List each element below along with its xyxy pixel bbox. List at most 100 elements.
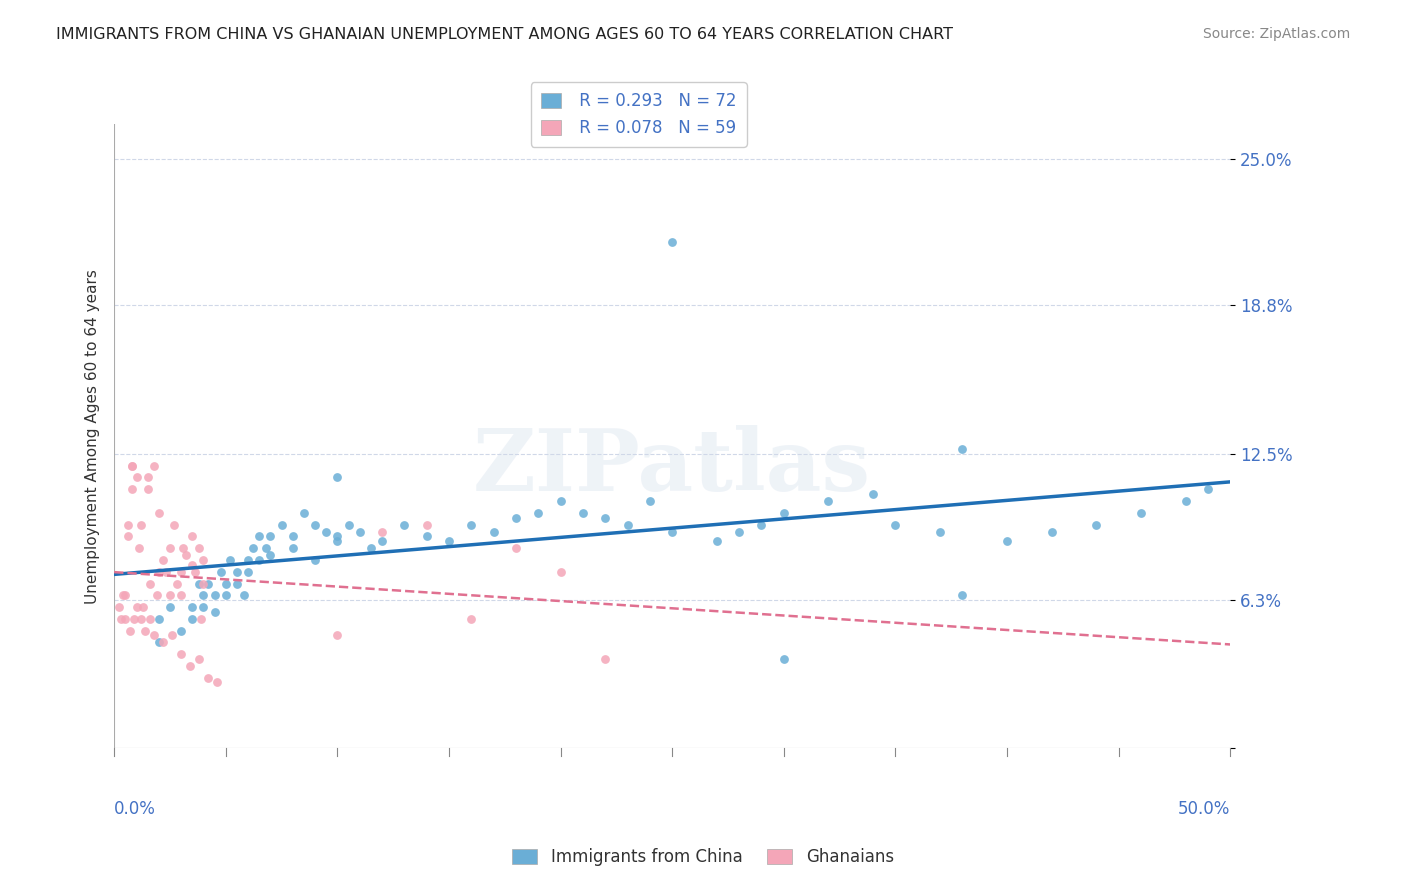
Point (143, 628, 166, 642)
Point (193, 600, 215, 615)
Point (304, 553, 326, 567)
Point (270, 517, 292, 532)
Point (170, 565, 193, 579)
Point (415, 529, 437, 543)
Point (132, 600, 155, 615)
Point (281, 541, 304, 556)
Point (107, 600, 129, 615)
Point (550, 565, 572, 579)
Point (1129, 506, 1152, 520)
Point (152, 635, 174, 649)
Point (550, 494, 572, 508)
Text: 0.0%: 0.0% (114, 800, 156, 818)
Point (110, 612, 132, 626)
Text: 50.0%: 50.0% (1178, 800, 1230, 818)
Point (188, 652, 211, 666)
Point (415, 517, 437, 532)
Point (188, 576, 211, 591)
Point (209, 565, 232, 579)
Point (121, 458, 143, 473)
Point (197, 576, 219, 591)
Point (247, 553, 270, 567)
Point (371, 524, 394, 539)
Point (326, 529, 349, 543)
Point (193, 576, 215, 591)
Point (1085, 517, 1108, 532)
Point (172, 541, 194, 556)
Point (315, 524, 337, 539)
Point (170, 624, 193, 638)
Point (661, 235, 683, 249)
Point (152, 553, 174, 567)
Point (259, 529, 281, 543)
Point (482, 524, 505, 539)
Point (155, 565, 177, 579)
Point (236, 553, 259, 567)
Point (281, 529, 304, 543)
Point (360, 541, 382, 556)
Text: ZIPatlas: ZIPatlas (474, 425, 872, 509)
Point (139, 612, 162, 626)
Point (170, 647, 193, 661)
Point (181, 612, 204, 626)
Point (128, 541, 150, 556)
Point (371, 534, 394, 549)
Point (326, 628, 349, 642)
Point (121, 458, 143, 473)
Point (226, 576, 249, 591)
Point (326, 534, 349, 549)
Point (616, 517, 638, 532)
Y-axis label: Unemployment Among Ages 60 to 64 years: Unemployment Among Ages 60 to 64 years (86, 268, 100, 604)
Point (593, 510, 616, 524)
Point (751, 517, 773, 532)
Point (148, 612, 170, 626)
Point (460, 612, 482, 626)
Point (593, 652, 616, 666)
Point (215, 576, 238, 591)
Legend:  R = 0.293   N = 72,  R = 0.078   N = 59: R = 0.293 N = 72, R = 0.078 N = 59 (531, 82, 747, 147)
Point (143, 458, 166, 473)
Point (190, 612, 212, 626)
Point (129, 517, 152, 532)
Point (114, 588, 136, 602)
Point (950, 588, 973, 602)
Point (181, 558, 204, 572)
Point (349, 524, 371, 539)
Point (204, 588, 226, 602)
Point (139, 576, 162, 591)
Point (205, 675, 228, 690)
Point (181, 600, 204, 615)
Point (136, 483, 159, 497)
Point (995, 534, 1018, 549)
Point (437, 534, 460, 549)
Point (204, 605, 226, 619)
Point (232, 588, 254, 602)
Point (337, 517, 360, 532)
Point (117, 517, 139, 532)
Point (193, 553, 215, 567)
Point (862, 487, 884, 501)
Point (197, 671, 219, 685)
Point (145, 588, 167, 602)
Point (159, 588, 181, 602)
Point (148, 506, 170, 520)
Point (950, 442, 973, 457)
Point (125, 470, 148, 484)
Point (117, 529, 139, 543)
Point (247, 529, 270, 543)
Point (1197, 483, 1219, 497)
Point (572, 506, 595, 520)
Point (118, 624, 141, 638)
Point (193, 588, 215, 602)
Point (661, 524, 683, 539)
Point (326, 470, 349, 484)
Point (706, 534, 728, 549)
Point (929, 524, 952, 539)
Point (226, 565, 249, 579)
Point (159, 541, 181, 556)
Point (215, 588, 238, 602)
Point (505, 541, 527, 556)
Point (884, 517, 907, 532)
Point (772, 652, 794, 666)
Point (124, 612, 146, 626)
